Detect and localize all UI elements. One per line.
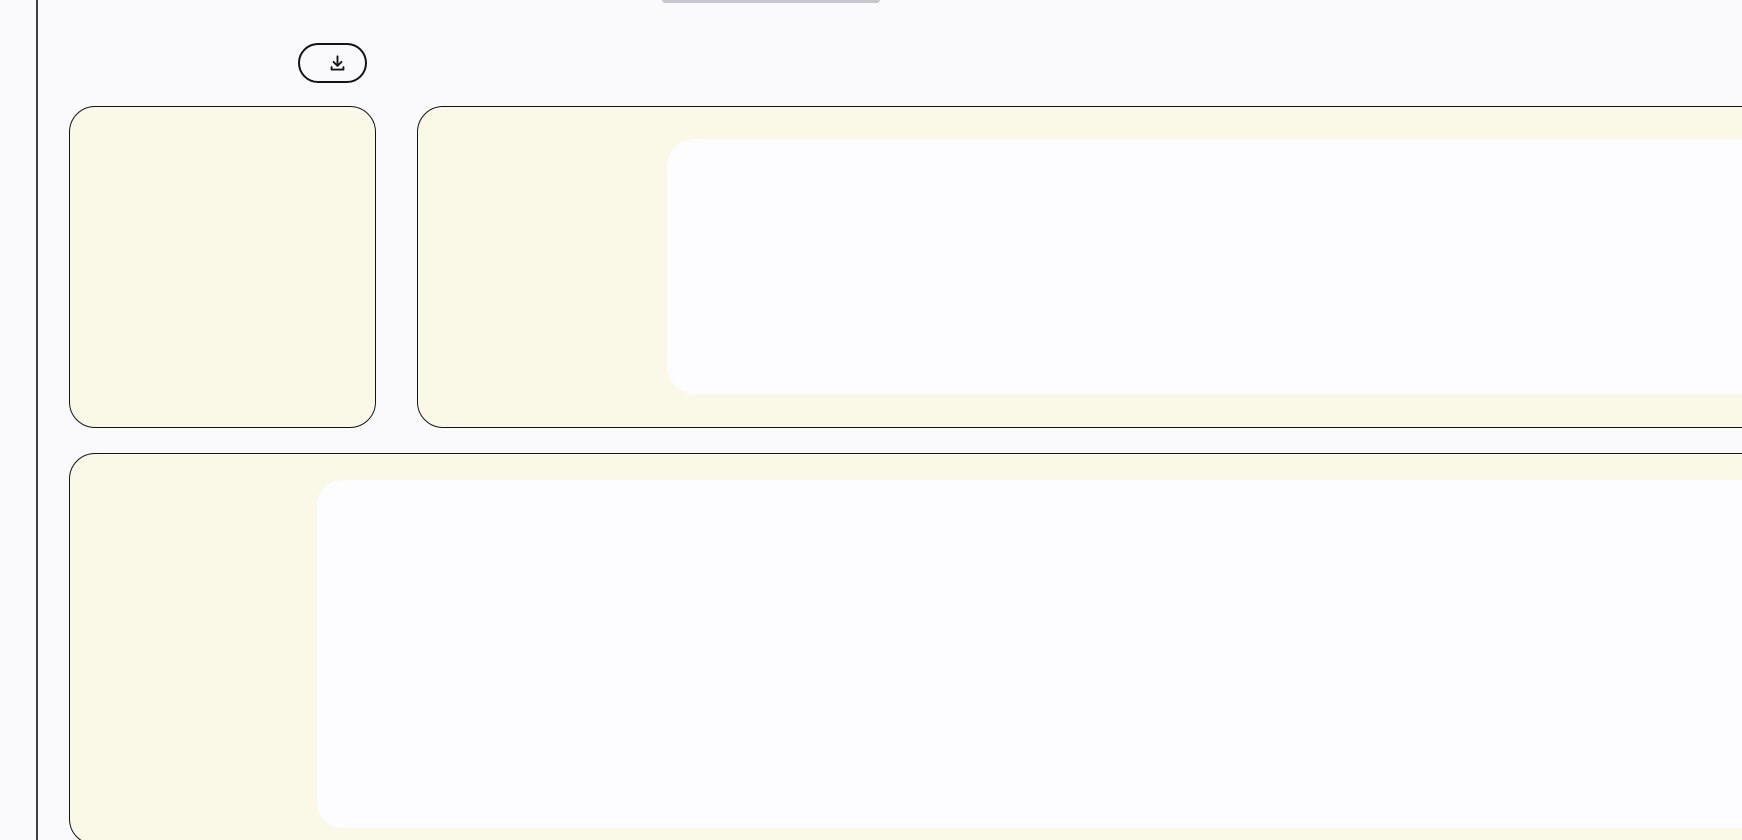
content-sheet-left-border	[36, 0, 38, 840]
revenue-by-client-bar-chart	[317, 480, 1742, 828]
window-top-accent	[662, 0, 880, 3]
ytd-card	[69, 106, 376, 428]
revenue-by-client-chart-panel	[317, 480, 1742, 828]
download-icon	[328, 54, 347, 73]
left-accent-strip	[0, 0, 30, 840]
download-csv-button[interactable]	[298, 43, 367, 83]
monthly-average-line-chart	[667, 139, 1742, 394]
monthly-average-chart-panel	[667, 139, 1742, 394]
